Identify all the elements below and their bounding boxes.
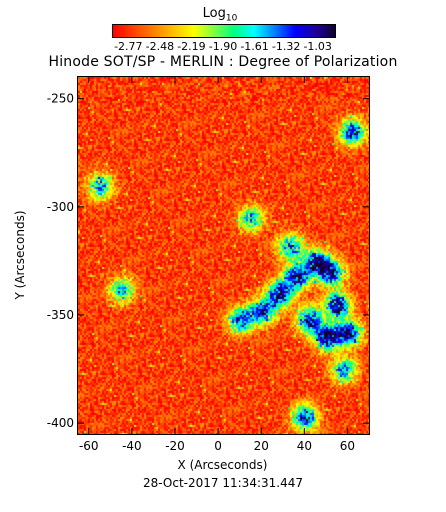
- timestamp: 28-Oct-2017 11:34:31.447: [143, 476, 303, 490]
- x-axis-label: X (Arcseconds): [177, 458, 268, 472]
- x-tick-label: 40: [297, 439, 312, 453]
- x-tick-label: -20: [165, 439, 185, 453]
- colorbar-tick-label: -2.19: [177, 40, 205, 53]
- colorbar-title-text: Log: [202, 6, 226, 21]
- x-tick-label: 0: [214, 439, 222, 453]
- colorbar-fill: [113, 25, 335, 37]
- colorbar: [112, 24, 336, 38]
- colorbar-tick-label: -1.90: [209, 40, 237, 53]
- x-tick-label: 20: [254, 439, 269, 453]
- colorbar-tick-label: -2.77: [114, 40, 142, 53]
- colorbar-title-subscript: 10: [225, 13, 238, 24]
- x-tick-label: -60: [79, 439, 99, 453]
- y-tick-label: -250: [47, 92, 74, 106]
- y-axis-label: Y (Arcseconds): [13, 210, 27, 300]
- colorbar-tick-label: -1.03: [303, 40, 331, 53]
- x-tick-label: -40: [122, 439, 142, 453]
- x-tick-label: 60: [340, 439, 355, 453]
- chart-title: Hinode SOT/SP - MERLIN : Degree of Polar…: [48, 54, 398, 70]
- y-tick-label: -350: [47, 308, 74, 322]
- plot-area: [77, 76, 370, 435]
- colorbar-tick-label: -1.32: [272, 40, 300, 53]
- colorbar-tick-label: -2.48: [146, 40, 174, 53]
- colorbar-title: Log10: [160, 6, 280, 24]
- colorbar-tick-label: -1.61: [240, 40, 268, 53]
- colorbar-ticks: -2.77 -2.48 -2.19 -1.90 -1.61 -1.32 -1.03: [114, 40, 332, 53]
- y-tick-label: -400: [47, 416, 74, 430]
- y-tick-label: -300: [47, 200, 74, 214]
- heatmap-canvas: [78, 77, 369, 434]
